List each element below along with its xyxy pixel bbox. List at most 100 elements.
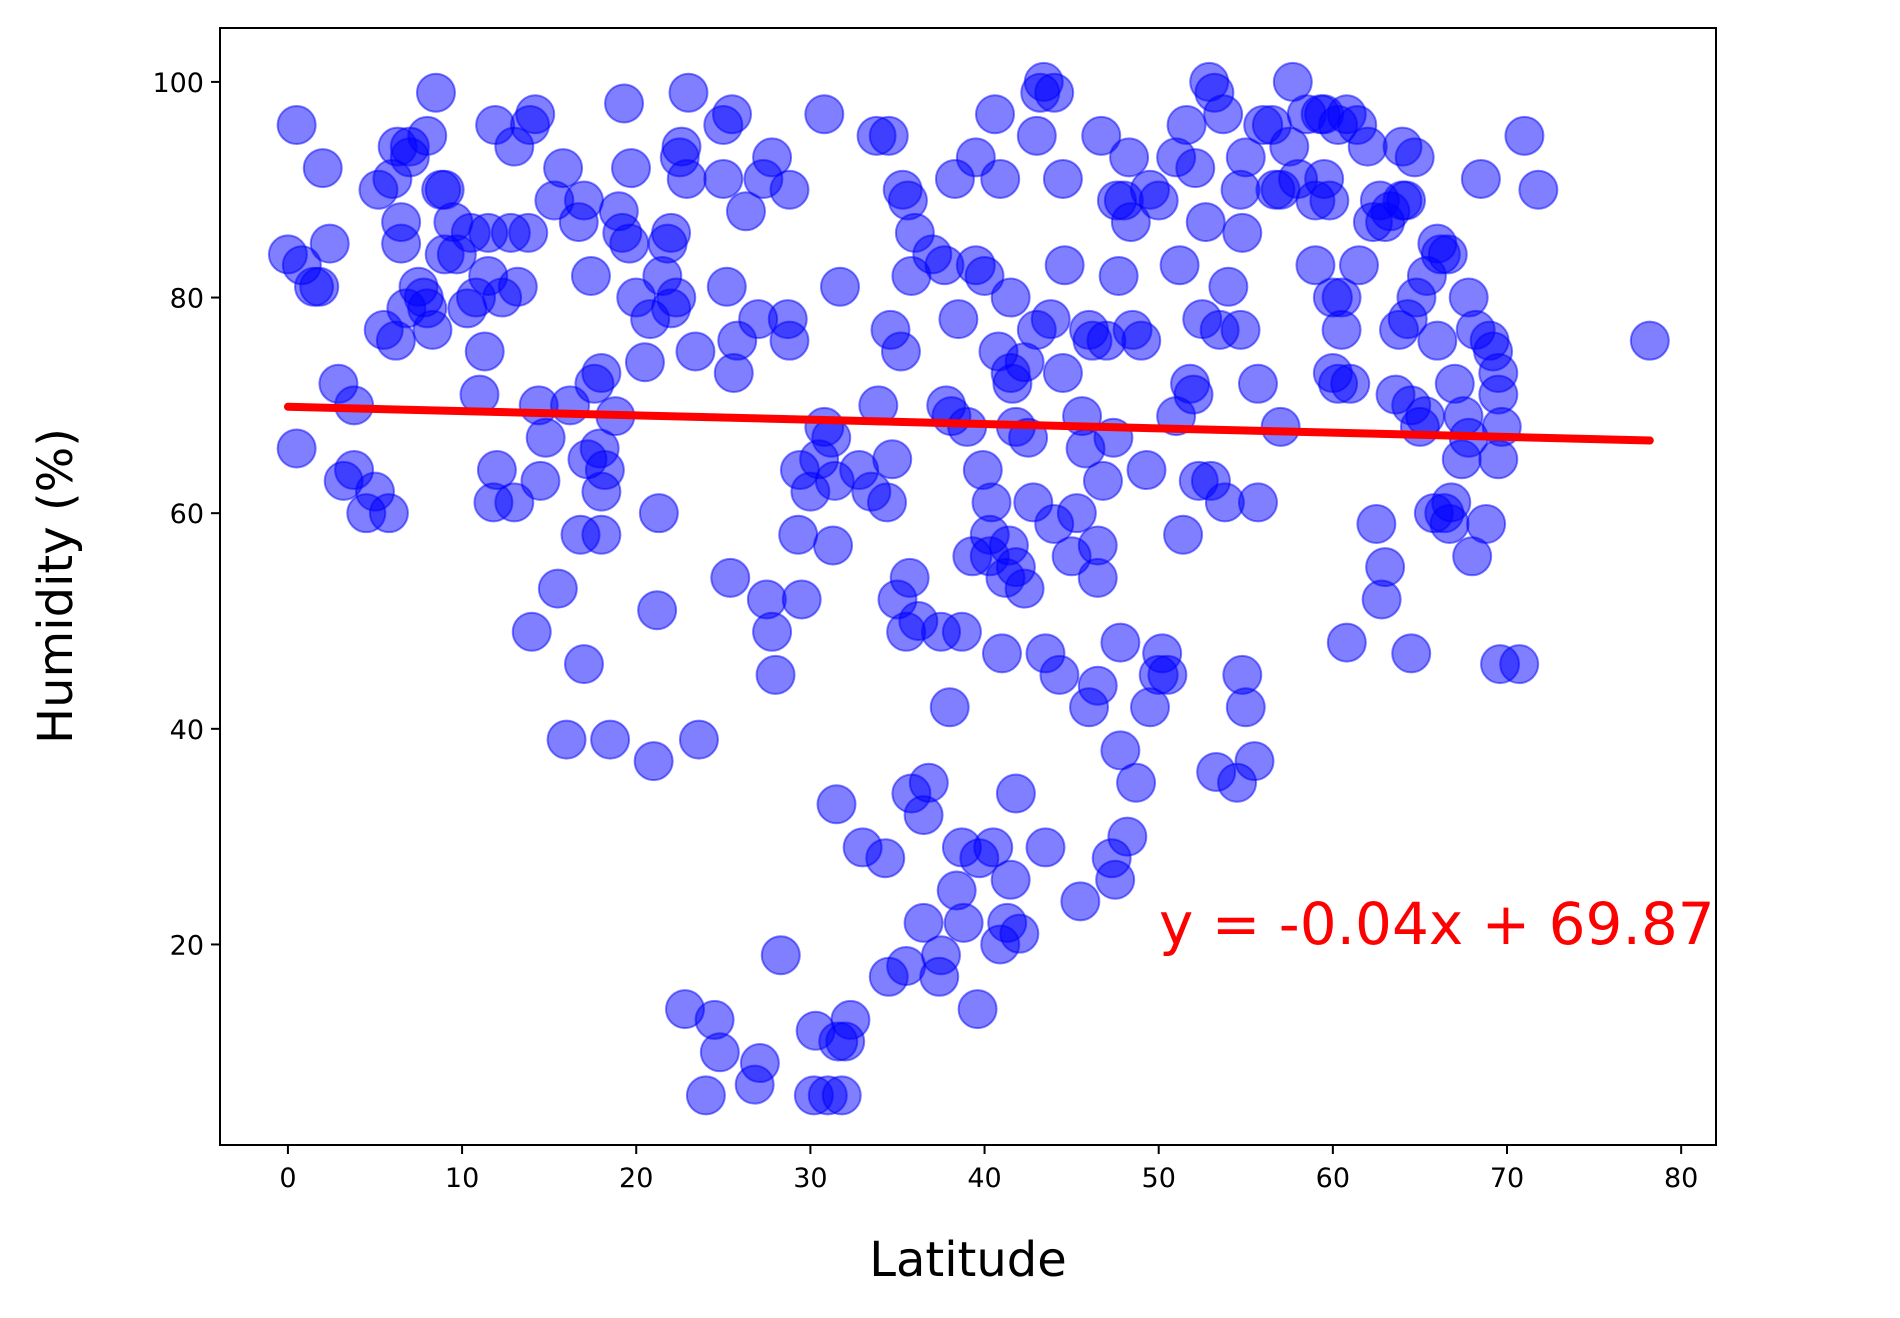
point xyxy=(1185,202,1226,243)
point xyxy=(1237,363,1278,404)
x-tick-label: 60 xyxy=(1316,1163,1350,1194)
point xyxy=(760,935,801,976)
point xyxy=(1081,115,1122,156)
point xyxy=(1060,881,1101,922)
x-tick-label: 70 xyxy=(1490,1163,1524,1194)
point xyxy=(1138,180,1179,221)
point xyxy=(971,482,1012,523)
point xyxy=(752,611,793,652)
annotation: y = -0.04x + 69.87 xyxy=(1159,890,1715,958)
point xyxy=(637,590,678,631)
point xyxy=(584,450,625,491)
point xyxy=(299,266,340,307)
point xyxy=(1126,450,1167,491)
point xyxy=(276,428,317,469)
point xyxy=(666,158,707,199)
point xyxy=(1030,299,1071,340)
point xyxy=(407,115,448,156)
point xyxy=(964,255,1005,296)
point xyxy=(609,223,650,264)
point xyxy=(739,1043,780,1084)
point xyxy=(1082,460,1123,501)
point xyxy=(1056,493,1097,534)
x-tick-label: 10 xyxy=(445,1163,479,1194)
point xyxy=(821,1075,862,1116)
point xyxy=(464,331,505,372)
point xyxy=(537,568,578,609)
x-tick-label: 30 xyxy=(793,1163,827,1194)
point xyxy=(1163,514,1204,555)
point xyxy=(995,773,1036,814)
point xyxy=(543,148,584,189)
point xyxy=(889,557,930,598)
point xyxy=(706,266,747,307)
point xyxy=(515,94,556,135)
point xyxy=(921,935,962,976)
point xyxy=(1098,255,1139,296)
point xyxy=(1309,180,1350,221)
point xyxy=(381,202,422,243)
point xyxy=(1110,202,1151,243)
point xyxy=(816,784,857,825)
plot-frame xyxy=(219,27,1717,1146)
point xyxy=(755,654,796,695)
point xyxy=(1116,762,1157,803)
point xyxy=(581,514,622,555)
point xyxy=(1147,654,1188,695)
point xyxy=(1466,503,1507,544)
point xyxy=(581,353,622,394)
point xyxy=(1222,212,1263,253)
point xyxy=(990,277,1031,318)
point xyxy=(1629,320,1670,361)
point xyxy=(804,94,845,135)
point xyxy=(563,644,604,685)
point xyxy=(703,158,744,199)
point xyxy=(1100,622,1141,663)
point xyxy=(638,493,679,534)
point xyxy=(1208,266,1249,307)
point xyxy=(1391,633,1432,674)
y-tick-label: 100 xyxy=(152,68,204,99)
point xyxy=(868,115,909,156)
point xyxy=(1321,309,1362,350)
regression-line xyxy=(283,402,1654,445)
point xyxy=(1109,137,1150,178)
point xyxy=(624,342,665,383)
point xyxy=(980,158,1021,199)
point xyxy=(525,417,566,458)
point xyxy=(497,266,538,307)
point xyxy=(1042,158,1083,199)
point xyxy=(981,633,1022,674)
point xyxy=(1260,406,1301,447)
point xyxy=(1499,644,1540,685)
point xyxy=(1326,622,1367,663)
x-tick-label: 80 xyxy=(1664,1163,1698,1194)
point xyxy=(476,450,517,491)
point xyxy=(1159,245,1200,286)
point xyxy=(1095,859,1136,900)
point xyxy=(412,309,453,350)
y-tick-label: 80 xyxy=(170,284,204,315)
point xyxy=(1225,687,1266,728)
point xyxy=(546,719,587,760)
point xyxy=(903,902,944,943)
point xyxy=(1394,137,1435,178)
point xyxy=(769,169,810,210)
point xyxy=(1203,94,1244,135)
point xyxy=(781,579,822,620)
y-tick-label: 20 xyxy=(170,930,204,961)
point xyxy=(1220,309,1261,350)
point xyxy=(1504,115,1545,156)
point xyxy=(1365,547,1406,588)
point xyxy=(778,514,819,555)
point xyxy=(1004,568,1045,609)
point xyxy=(957,989,998,1030)
x-tick-label: 20 xyxy=(619,1163,653,1194)
point xyxy=(668,72,709,113)
point xyxy=(725,191,766,232)
point xyxy=(651,212,692,253)
point xyxy=(590,719,631,760)
point xyxy=(769,320,810,361)
point xyxy=(1039,654,1080,695)
